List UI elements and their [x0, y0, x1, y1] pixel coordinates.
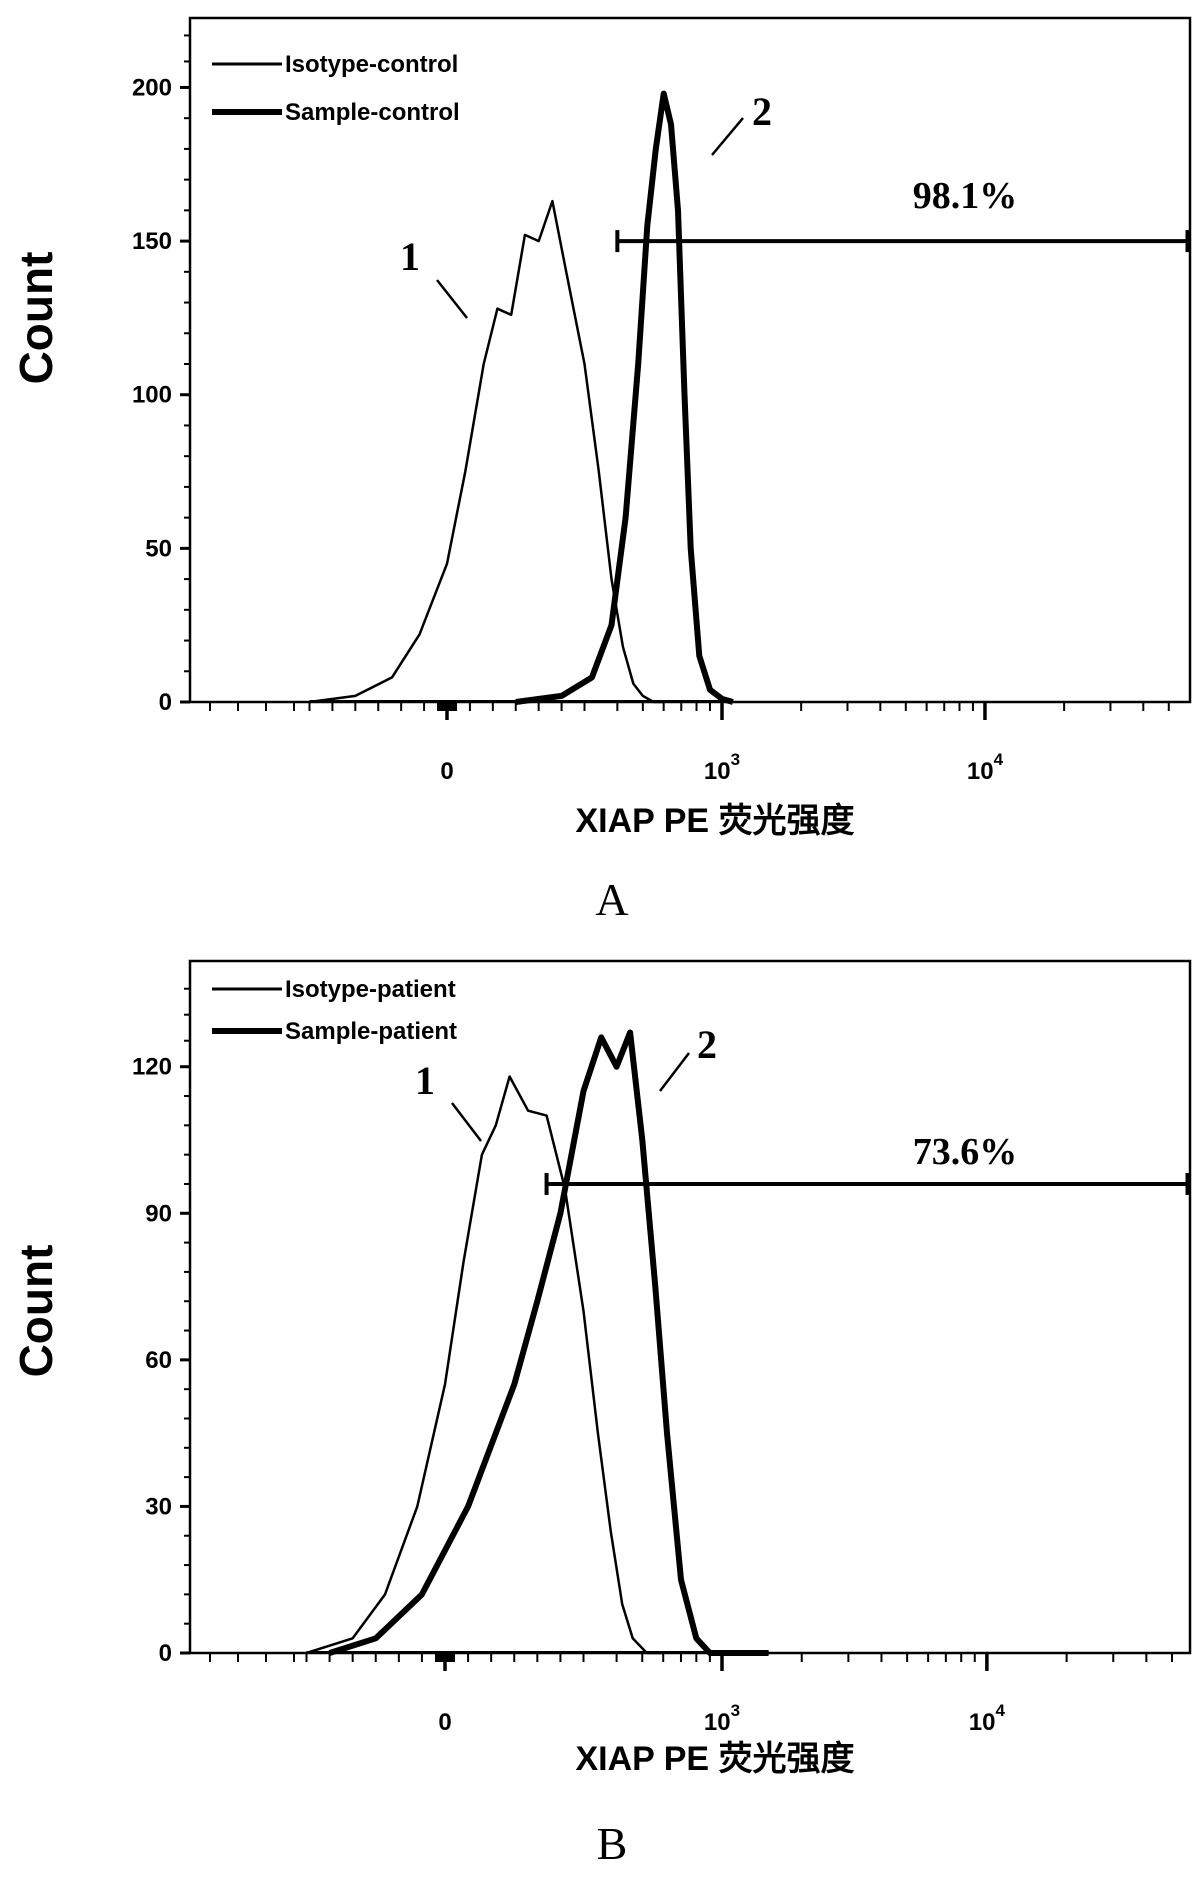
x-tick-label-base: 10 — [969, 1709, 996, 1736]
x-tick-label: 0 — [438, 1709, 451, 1736]
y-tick-label: 100 — [132, 382, 172, 409]
x-zero-marker — [437, 702, 457, 711]
annotation-pointer-2 — [660, 1053, 689, 1091]
y-tick-label: 0 — [159, 689, 172, 716]
series-line-1 — [307, 1077, 664, 1654]
x-tick-label-base: 10 — [704, 1709, 731, 1736]
legend-label-2: Sample-patient — [285, 1018, 457, 1045]
y-tick-label: 30 — [145, 1493, 172, 1520]
plot-frame — [190, 961, 1190, 1653]
x-tick-label-base: 0 — [438, 1709, 451, 1736]
x-tick-label: 103 — [704, 750, 740, 785]
x-tick-label-exponent: 3 — [731, 1701, 740, 1720]
histogram-chart-a: 0501001502000103104105XIAP PE 荧光强度Count1… — [0, 0, 1202, 941]
series-line-2 — [516, 94, 733, 702]
y-tick-label: 50 — [145, 535, 172, 562]
x-axis-label: XIAP PE 荧光强度 — [576, 1740, 855, 1778]
x-tick-label-exponent: 4 — [994, 750, 1004, 769]
x-tick-label-base: 0 — [440, 758, 453, 785]
x-tick-label-exponent: 4 — [995, 1701, 1005, 1720]
x-tick-label: 104 — [969, 1701, 1006, 1736]
annotation-pointer-1 — [437, 280, 467, 318]
series-annotation-1: 1 — [400, 234, 420, 279]
x-tick-label: 103 — [704, 1701, 740, 1736]
annotation-pointer-1 — [452, 1103, 481, 1141]
panel-a: 0501001502000103104105XIAP PE 荧光强度Count1… — [0, 0, 1202, 941]
series-annotation-1: 1 — [415, 1058, 435, 1103]
legend-label-1: Isotype-patient — [285, 976, 456, 1003]
panel-b: 03060901200103104105XIAP PE 荧光强度Count127… — [0, 941, 1202, 1883]
y-tick-label: 120 — [132, 1054, 172, 1081]
y-axis-label: Count — [10, 252, 62, 385]
x-axis-label: XIAP PE 荧光强度 — [576, 802, 855, 840]
x-tick-label-base: 10 — [967, 758, 994, 785]
histogram-chart-b: 03060901200103104105XIAP PE 荧光强度Count127… — [0, 941, 1202, 1883]
y-tick-label: 60 — [145, 1347, 172, 1374]
x-tick-label: 104 — [967, 750, 1004, 785]
y-tick-label: 90 — [145, 1200, 172, 1227]
y-tick-label: 150 — [132, 228, 172, 255]
x-tick-label-base: 10 — [704, 758, 731, 785]
panel-label: A — [595, 874, 628, 925]
y-axis-label: Count — [10, 1245, 62, 1378]
legend-label-2: Sample-control — [285, 99, 460, 126]
gate-percentage-label: 98.1% — [913, 175, 1018, 217]
annotation-pointer-2 — [712, 118, 743, 155]
series-annotation-2: 2 — [752, 89, 772, 134]
panel-label: B — [597, 1818, 628, 1869]
series-annotation-2: 2 — [697, 1022, 717, 1067]
x-tick-label-exponent: 3 — [731, 750, 740, 769]
x-tick-label: 0 — [440, 758, 453, 785]
x-zero-marker — [435, 1653, 455, 1662]
legend-label-1: Isotype-control — [285, 51, 458, 78]
y-tick-label: 200 — [132, 74, 172, 101]
y-tick-label: 0 — [159, 1640, 172, 1667]
gate-percentage-label: 73.6% — [913, 1131, 1018, 1173]
